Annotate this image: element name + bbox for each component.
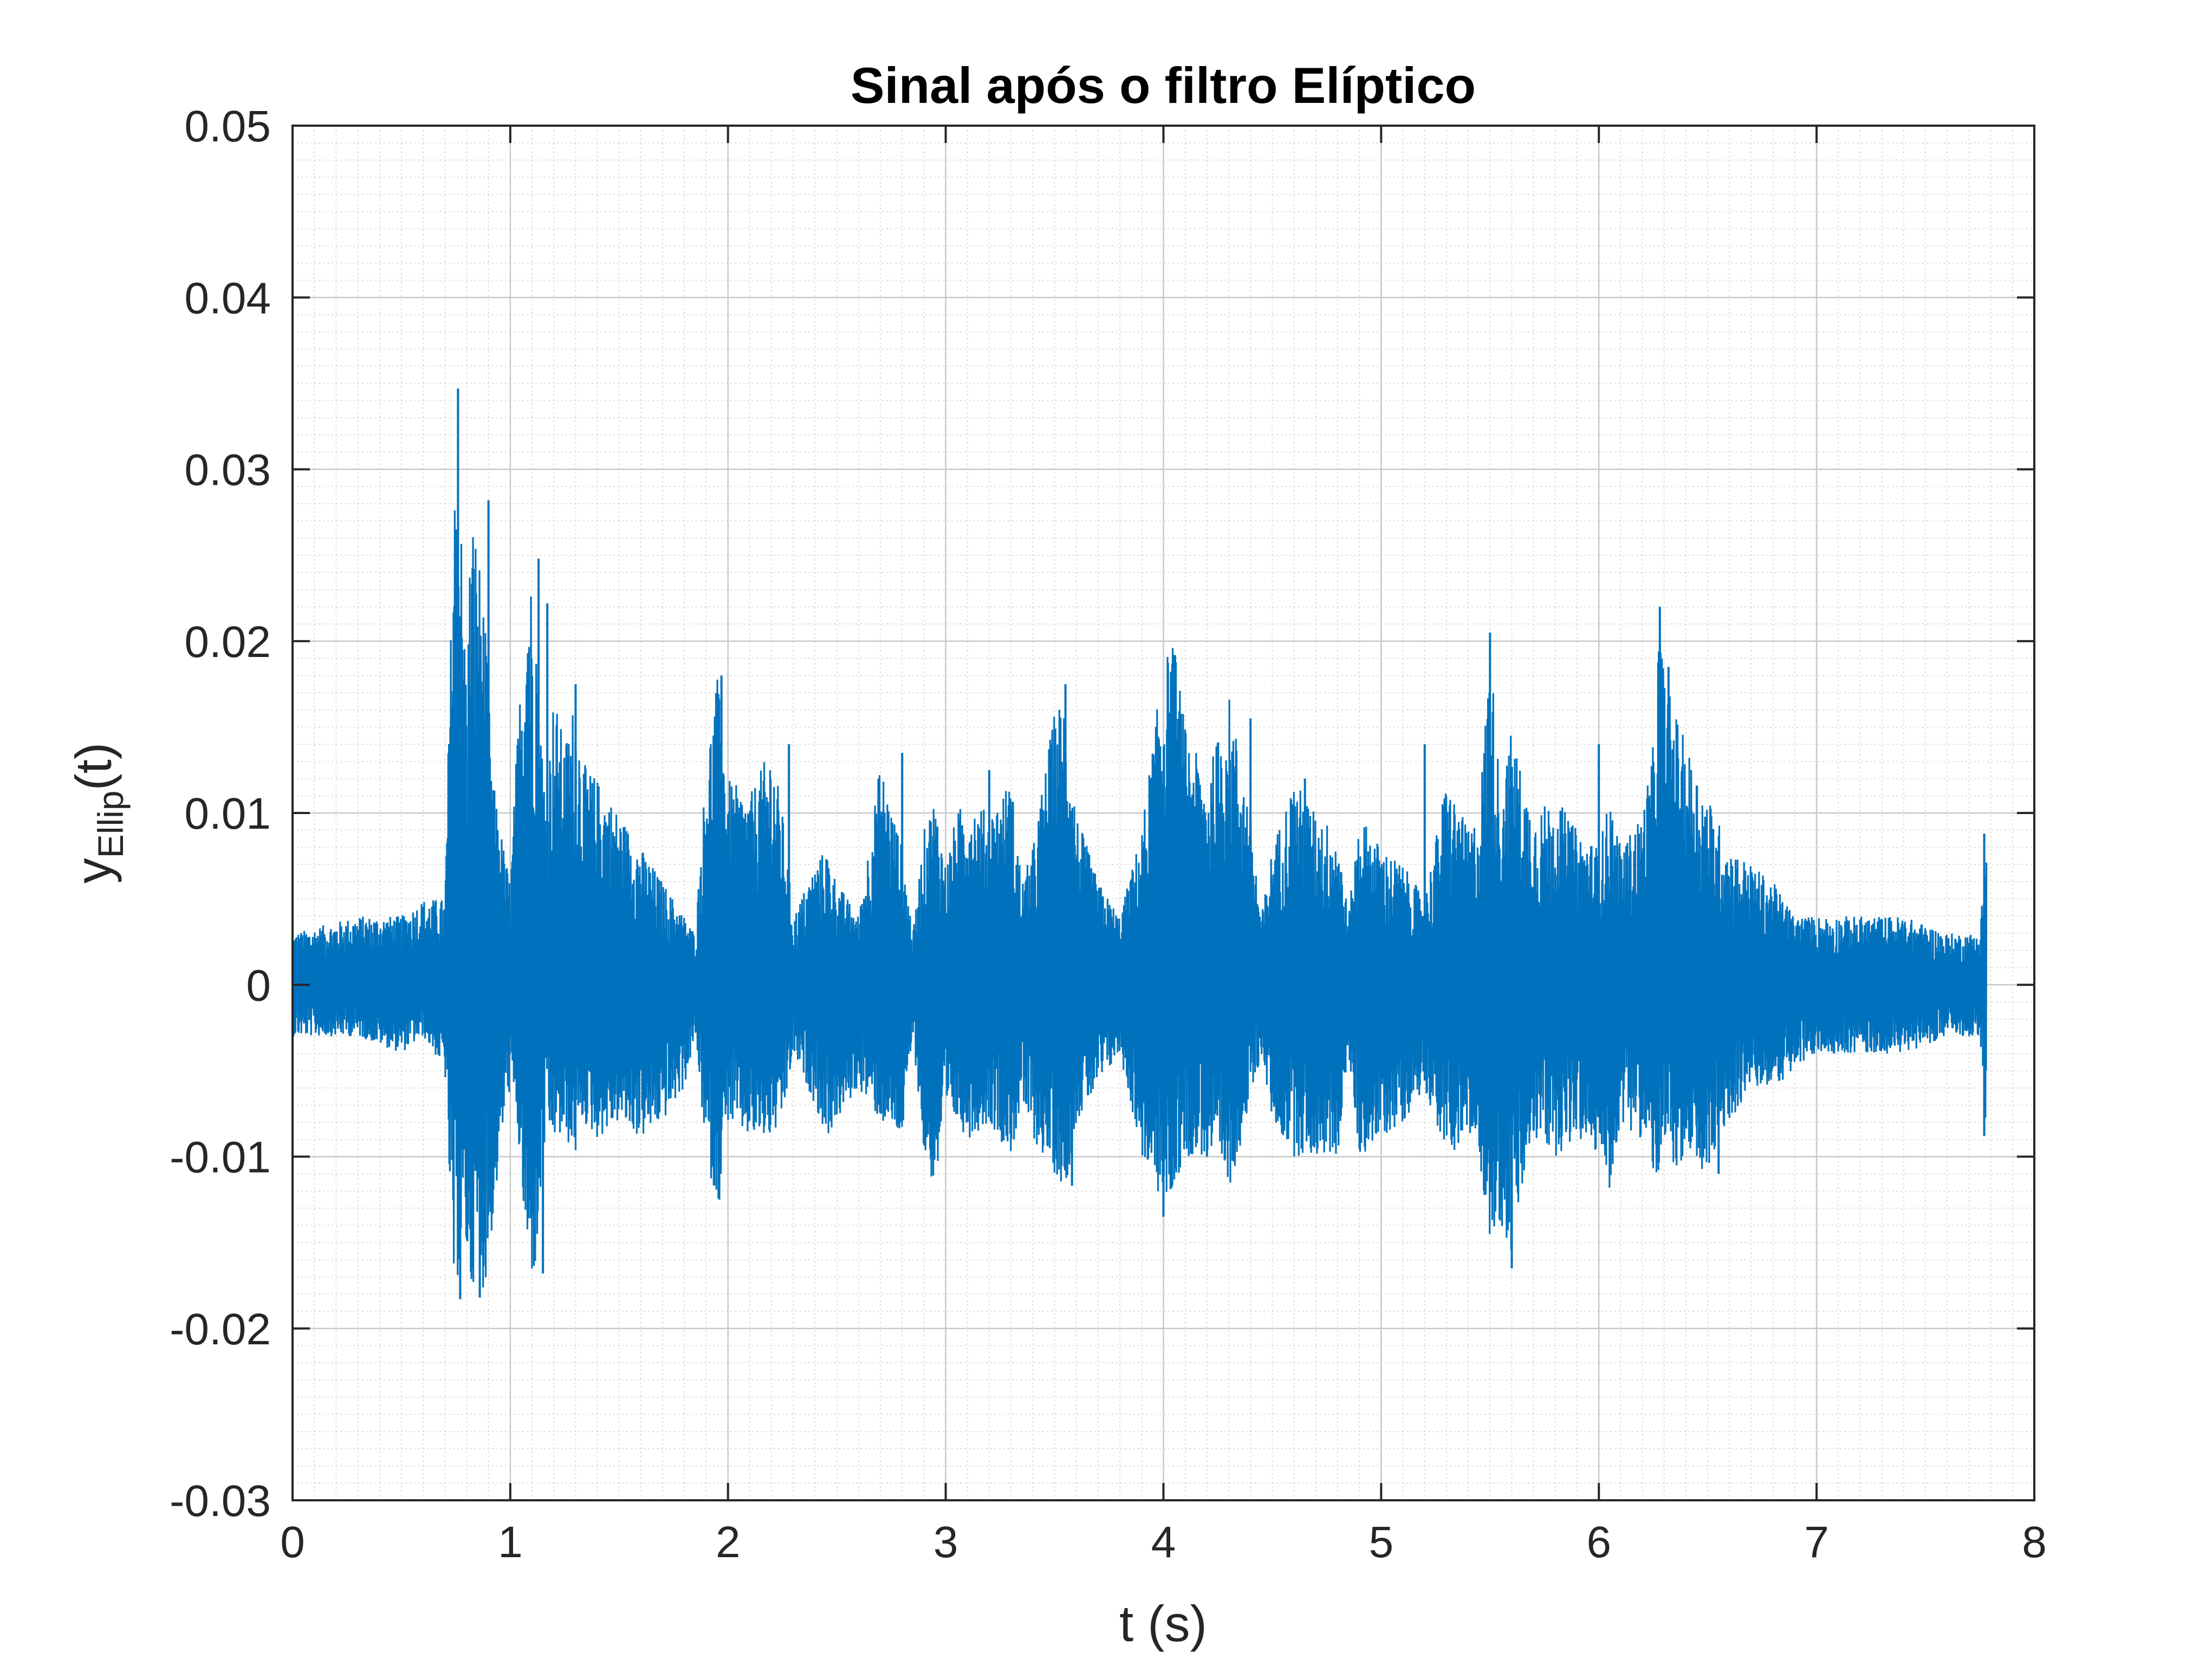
x-tick-label: 8 <box>2022 1518 2047 1567</box>
y-axis-label-base: y <box>65 858 122 883</box>
x-tick-label: 2 <box>716 1518 741 1567</box>
x-tick-label: 3 <box>933 1518 958 1567</box>
y-tick-label: 0.02 <box>184 617 271 667</box>
x-tick-label: 1 <box>498 1518 523 1567</box>
chart-title: Sinal após o filtro Elíptico <box>851 57 1476 114</box>
x-tick-label: 4 <box>1151 1518 1176 1567</box>
y-tick-labels: -0.03 -0.02 -0.01 0 0.01 0.02 0.03 0.04 0.05 <box>170 102 271 1526</box>
y-tick-label: 0.03 <box>184 446 271 495</box>
y-tick-label: 0.01 <box>184 789 271 838</box>
x-tick-label: 5 <box>1369 1518 1394 1567</box>
y-tick-label: -0.02 <box>170 1305 271 1354</box>
x-tick-labels: 0 1 2 3 4 5 6 7 8 <box>280 1518 2047 1567</box>
y-tick-label: 0 <box>246 961 271 1010</box>
x-tick-label: 7 <box>1804 1518 1829 1567</box>
y-axis-label-suffix: (t) <box>65 743 122 791</box>
axis-ticks <box>291 125 2035 1501</box>
x-tick-label: 6 <box>1586 1518 1611 1567</box>
minor-grid <box>293 126 2034 1500</box>
y-tick-label: -0.03 <box>170 1476 271 1526</box>
x-tick-label: 0 <box>280 1518 305 1567</box>
x-axis-label: t (s) <box>1119 1595 1207 1652</box>
signal-series <box>293 388 1988 1299</box>
y-tick-label: -0.01 <box>170 1133 271 1182</box>
y-axis-label-subscript: Ellip <box>90 791 131 858</box>
y-tick-label: 0.05 <box>184 102 271 151</box>
y-axis-label: yEllip(t) <box>65 743 131 883</box>
signal-core-band <box>293 718 1987 1122</box>
y-tick-label: 0.04 <box>184 274 271 323</box>
